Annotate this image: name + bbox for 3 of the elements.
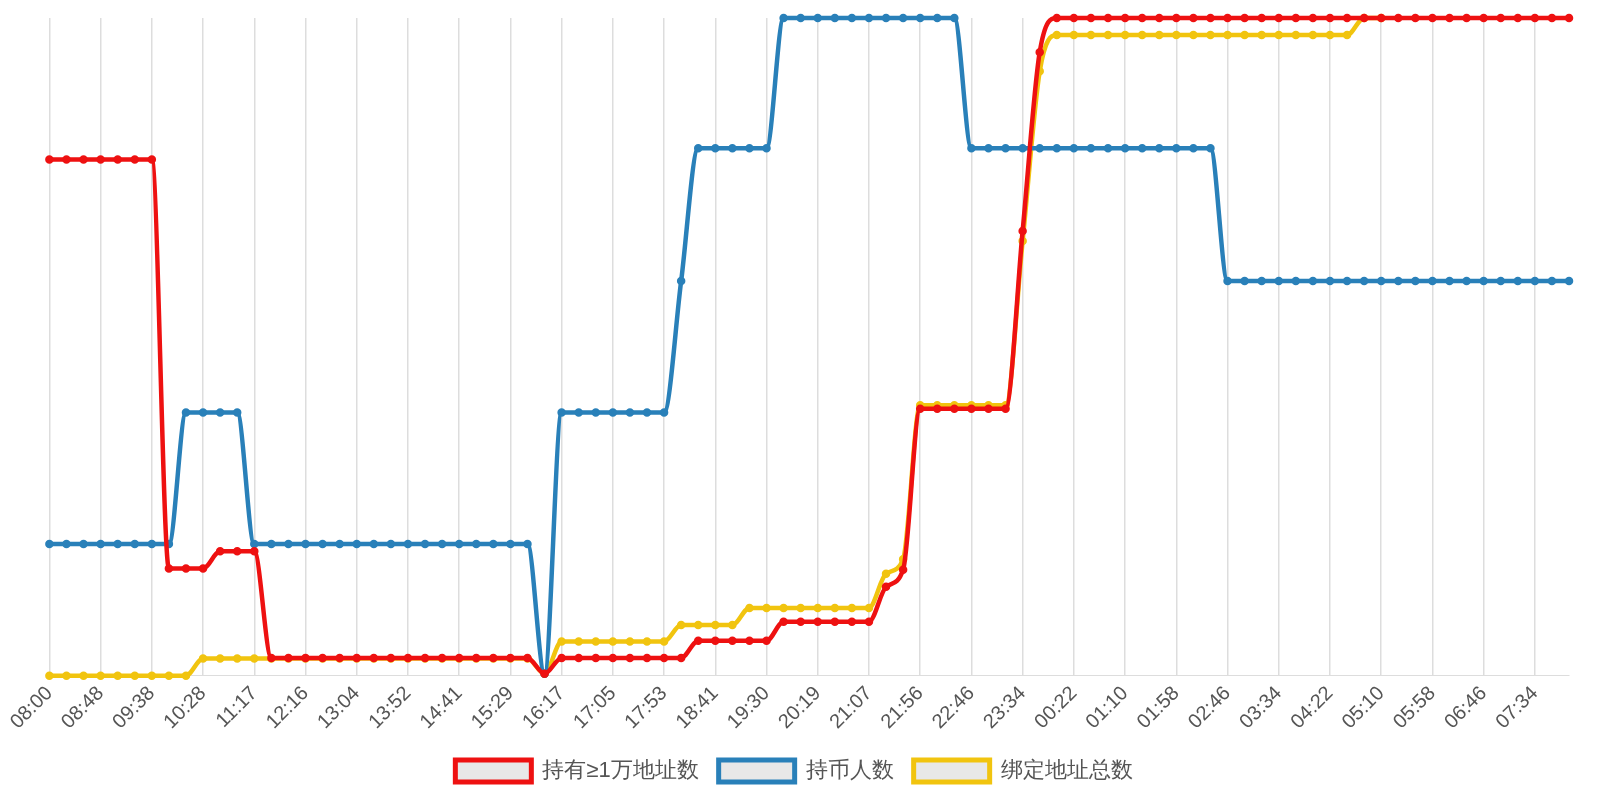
legend-label: 持有≥1万地址数: [542, 757, 699, 783]
legend-label: 绑定地址总数: [1000, 757, 1133, 783]
legend-label: 持币人数: [805, 757, 894, 783]
